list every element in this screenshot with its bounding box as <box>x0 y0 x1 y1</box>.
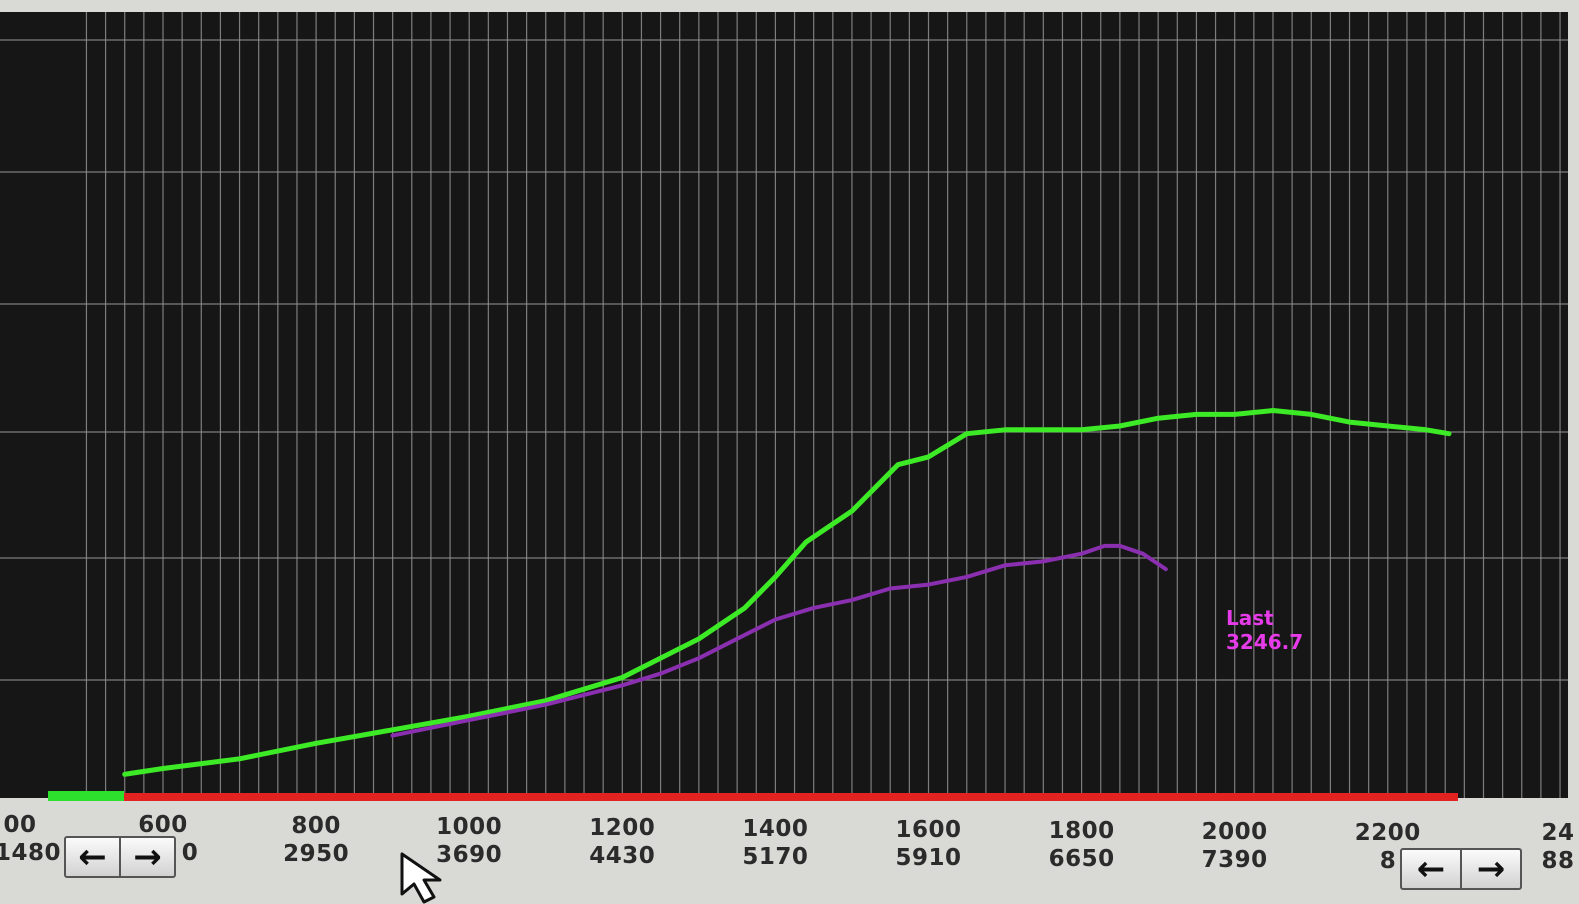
x-tick-label-edge: 00 <box>3 812 37 838</box>
baseline-green-bar <box>48 791 124 801</box>
x-tick-label-edge-secondary: 1480 <box>0 840 61 866</box>
x-tick-label: 800 <box>291 813 341 839</box>
x-tick-label-partial: 8 <box>1379 848 1397 874</box>
x-tick-label: 1200 <box>589 815 656 841</box>
plot-area <box>0 12 1568 798</box>
series-line-2 <box>390 543 1168 738</box>
scroll-left-button-2[interactable]: ← <box>1416 849 1446 889</box>
x-tick-label-secondary: 4430 <box>589 843 656 869</box>
scroll-left-button[interactable]: ← <box>78 837 107 877</box>
x-tick-label-partial: 0 <box>181 840 199 866</box>
annotation-title: Last <box>1226 606 1274 630</box>
x-tick-label: 1600 <box>895 817 962 843</box>
last-run-annotation: Last 3246.7 <box>1226 606 1303 654</box>
x-tick-label-secondary: 5170 <box>742 844 809 870</box>
series-line-1 <box>122 408 1452 777</box>
x-tick-label: 600 <box>138 812 188 838</box>
scroll-right-button-2[interactable]: → <box>1460 849 1520 889</box>
x-tick-label: 2200 <box>1354 820 1421 846</box>
x-tick-label-secondary: 3690 <box>436 842 503 868</box>
baseline-red-bar <box>122 793 1458 801</box>
annotation-value: 3246.7 <box>1226 630 1304 654</box>
x-tick-label-secondary: 5910 <box>895 845 962 871</box>
x-tick-label: 1400 <box>742 816 809 842</box>
x-tick-label-edge: 24 <box>1541 820 1575 846</box>
x-tick-label-secondary: 6650 <box>1048 846 1115 872</box>
x-tick-label: 1800 <box>1048 818 1115 844</box>
scroll-right-button[interactable]: → <box>119 837 174 877</box>
x-tick-label: 1000 <box>436 814 503 840</box>
x-tick-label-secondary: 7390 <box>1201 847 1268 873</box>
x-tick-label-edge-secondary: 88 <box>1541 848 1575 874</box>
scroll-right-control[interactable]: ← → <box>1400 848 1522 890</box>
x-tick-label: 2000 <box>1201 819 1268 845</box>
mouse-pointer-icon <box>400 852 442 904</box>
scroll-left-control[interactable]: ← → <box>64 836 176 878</box>
x-tick-label-secondary: 2950 <box>283 841 350 867</box>
